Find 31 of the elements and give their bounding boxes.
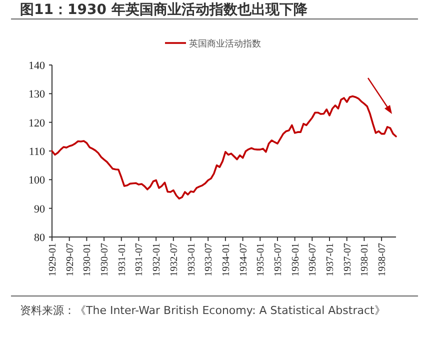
y-tick-label: 100: [28, 174, 46, 187]
x-tick-label: 1935-07: [272, 243, 284, 276]
legend-label: 英国商业活动指数: [189, 38, 261, 48]
chart-title: 图11：1930 年英国商业活动指数也出现下降: [20, 1, 308, 18]
x-tick-label: 1935-01: [256, 243, 267, 276]
x-tick-label: 1937-07: [342, 243, 354, 276]
x-tick-label: 1930-07: [100, 243, 111, 276]
x-tick-label: 1938-01: [360, 243, 371, 276]
x-tick-label: 1929-07: [64, 243, 76, 276]
x-tick-label: 1936-01: [290, 243, 302, 276]
y-tick-label: 130: [28, 88, 46, 101]
x-tick-label: 1931-07: [134, 243, 146, 276]
x-tick-label: 1934-07: [238, 243, 250, 276]
y-tick-label: 80: [34, 232, 46, 244]
x-tick-label: 1930-01: [82, 243, 94, 276]
x-tick-label: 1931-01: [116, 243, 128, 276]
x-tick-label: 1933-01: [186, 243, 198, 276]
x-tick-label: 1933-07: [204, 243, 215, 276]
x-tick-label: 1936-07: [308, 243, 319, 276]
y-tick-label: 110: [28, 146, 46, 158]
x-tick-label: 1932-07: [168, 243, 180, 276]
y-tick-label: 120: [28, 117, 46, 130]
x-tick-label: 1929-01: [48, 243, 58, 276]
x-tick-label: 1938-07: [377, 243, 388, 276]
text: 资料来源：《The Inter-War British Economy: A Statistical Abstract》: [20, 304, 386, 317]
x-tick-label: 1932-01: [152, 243, 163, 276]
y-tick-label: 90: [34, 203, 46, 216]
y-tick-label: 140: [28, 60, 46, 72]
legend: 英国商业活动指数: [165, 38, 261, 48]
x-tick-label: 1934-01: [220, 243, 232, 276]
x-tick-label: 1937-01: [325, 243, 336, 276]
